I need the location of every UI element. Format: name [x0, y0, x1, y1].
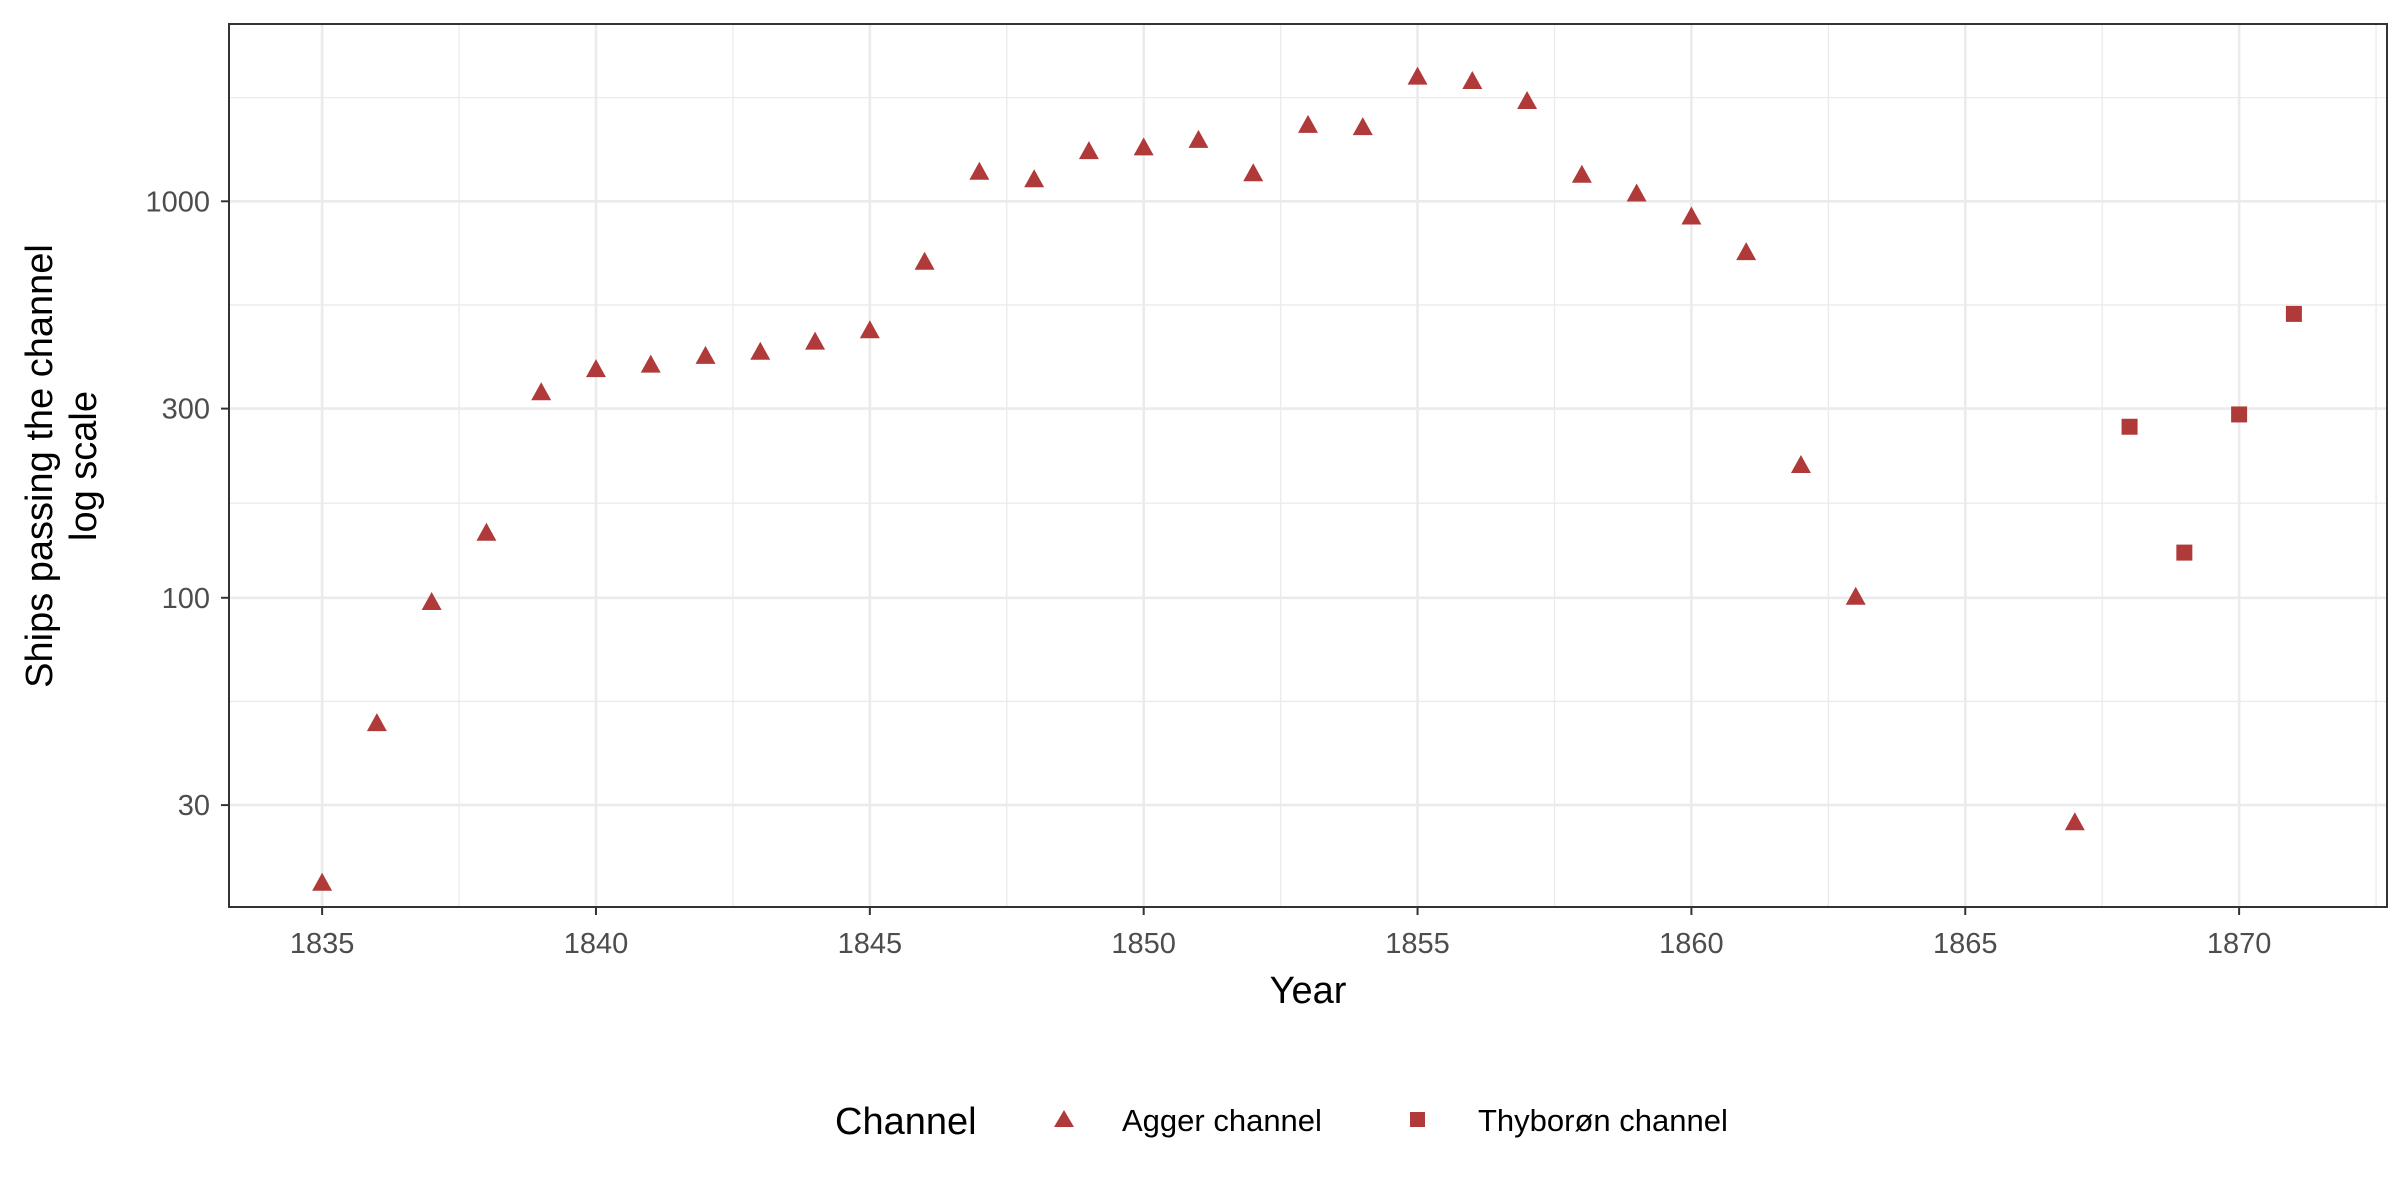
- agger-point-marker: [969, 161, 990, 180]
- agger-point-marker: [1517, 91, 1538, 110]
- agger-point-marker: [2064, 812, 2085, 831]
- agger-point-marker: [366, 713, 387, 732]
- agger-point-marker: [312, 872, 333, 891]
- legend-label-agger: Agger channel: [1122, 1103, 1322, 1138]
- thyboron-point-marker: [2231, 406, 2248, 423]
- x-tick-label: 1855: [1385, 928, 1450, 960]
- agger-point-marker: [1736, 242, 1757, 261]
- agger-point-marker: [1462, 70, 1483, 89]
- agger-point-marker: [421, 592, 442, 611]
- y-tick-label: 30: [178, 790, 210, 822]
- agger-point-marker: [1188, 129, 1209, 148]
- agger-point-marker: [585, 359, 606, 378]
- x-tick-label: 1845: [838, 928, 903, 960]
- x-tick-label: 1860: [1659, 928, 1724, 960]
- agger-point-marker: [476, 522, 497, 541]
- legend-label-thyboron: Thyborøn channel: [1478, 1103, 1728, 1138]
- data-points: [312, 66, 2302, 891]
- agger-point-marker: [1571, 164, 1592, 183]
- legend: Channel Agger channel Thyborøn channel: [835, 1101, 1728, 1143]
- agger-point-marker: [695, 345, 716, 364]
- legend-key-triangle-icon: [1054, 1110, 1074, 1127]
- thyboron-point-marker: [2176, 544, 2193, 561]
- y-axis-title-line1: Ships passing the channel: [19, 244, 61, 688]
- agger-point-marker: [750, 341, 771, 360]
- agger-point-marker: [914, 251, 935, 270]
- x-tick-label: 1870: [2207, 928, 2272, 960]
- agger-point-marker: [1298, 114, 1318, 133]
- y-axis-ticks: 30 100 300 1000: [145, 186, 229, 822]
- agger-point-marker: [1845, 586, 1866, 605]
- x-axis-ticks: 1835 1840 1845 1850 1855 1860 1865 1870: [290, 907, 2272, 960]
- agger-point-marker: [531, 382, 552, 401]
- y-axis-title: Ships passing the channel log scale: [19, 244, 105, 688]
- agger-point-marker: [1407, 66, 1428, 85]
- minor-gridlines: [229, 24, 2387, 907]
- agger-point-marker: [1243, 163, 1264, 182]
- x-tick-label: 1835: [290, 928, 355, 960]
- agger-point-marker: [1024, 169, 1045, 188]
- major-gridlines: [229, 24, 2387, 907]
- y-tick-label: 100: [162, 583, 210, 615]
- agger-point-marker: [1626, 183, 1647, 202]
- agger-point-marker: [1790, 454, 1811, 473]
- plot-background: [229, 24, 2387, 907]
- agger-point-marker: [1133, 137, 1154, 156]
- agger-point-marker: [805, 331, 826, 350]
- y-axis-title-line2: log scale: [63, 391, 105, 541]
- plot-panel-border: [228, 23, 2388, 908]
- y-tick-label: 1000: [145, 186, 210, 218]
- legend-title: Channel: [835, 1101, 977, 1143]
- x-tick-label: 1850: [1111, 928, 1176, 960]
- thyboron-point-marker: [2285, 305, 2302, 322]
- agger-point-marker: [1078, 141, 1099, 160]
- x-tick-label: 1840: [564, 928, 629, 960]
- x-axis-title: Year: [1270, 970, 1347, 1012]
- agger-point-marker: [859, 320, 880, 339]
- x-tick-label: 1865: [1933, 928, 1998, 960]
- legend-key-square-icon: [1410, 1112, 1425, 1127]
- thyboron-point-marker: [2121, 418, 2138, 435]
- agger-point-marker: [1352, 117, 1373, 136]
- agger-point-marker: [1681, 206, 1702, 225]
- agger-point-marker: [640, 354, 661, 373]
- y-tick-label: 300: [162, 394, 210, 426]
